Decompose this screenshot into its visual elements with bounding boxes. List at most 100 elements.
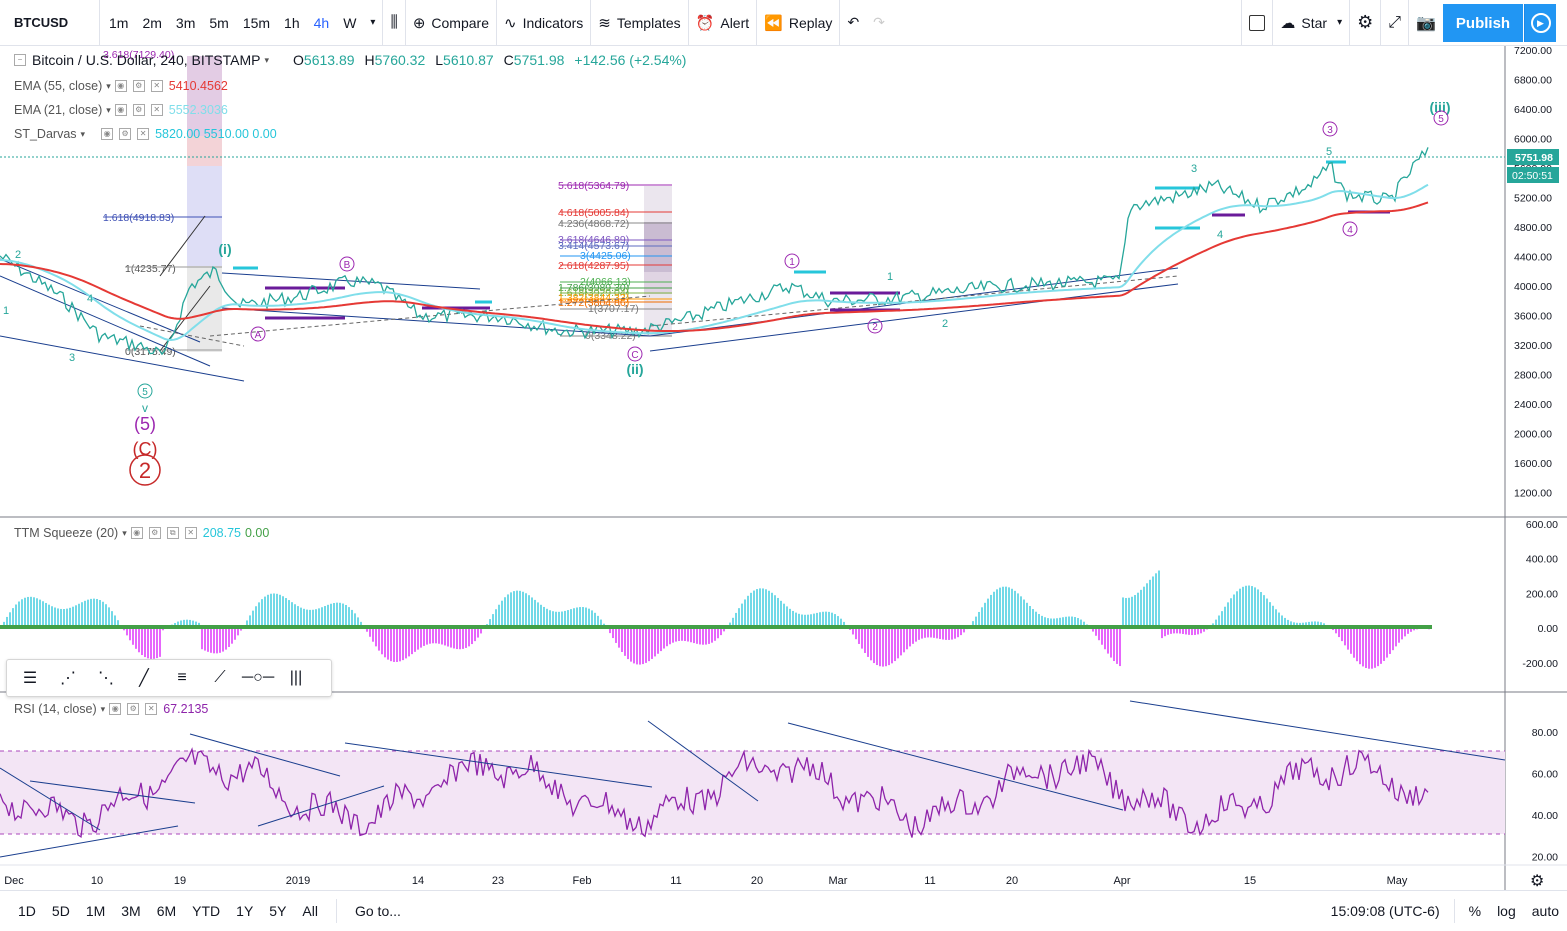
wave-label: 3	[1327, 125, 1333, 136]
price-tick-label: 7200.00	[1514, 46, 1552, 57]
publish-button[interactable]: Publish	[1443, 4, 1523, 42]
range-all[interactable]: All	[302, 903, 318, 919]
ema55-legend[interactable]: EMA (55, close) ▾ ◉ ⚙ ✕ 5410.4562	[14, 79, 228, 93]
wave-label: 2	[872, 322, 878, 333]
percent-scale-button[interactable]: %	[1468, 903, 1482, 919]
wave-label: 4	[87, 293, 93, 305]
interval-15m[interactable]: 15m	[242, 14, 271, 31]
wave-label: (C)	[133, 439, 158, 459]
wave-label: 5	[142, 387, 148, 398]
chart-style-button[interactable]: ⫼	[383, 0, 404, 46]
price-tick-label: 1600.00	[1514, 458, 1552, 470]
price-tick-label: 2800.00	[1514, 370, 1552, 382]
camera-icon: 📷	[1416, 14, 1436, 32]
fullscreen-button[interactable]: ⤢	[1381, 0, 1408, 46]
fullscreen-square-button[interactable]	[1242, 0, 1272, 46]
auto-scale-button[interactable]: auto	[1531, 903, 1559, 919]
star-button[interactable]: ☁ Star ▾	[1280, 14, 1343, 32]
wave-label: (5)	[134, 414, 156, 434]
range-1d[interactable]: 1D	[18, 903, 36, 919]
ttm-legend[interactable]: TTM Squeeze (20) ▾ ◉ ⚙ ⧉ ✕ 208.75 0.00	[14, 526, 270, 540]
chart-canvas[interactable]: 5.618(5364.79) 4.618(5005.84) 4.236(4868…	[0, 46, 1567, 890]
ray-icon[interactable]: ⟋	[214, 669, 226, 686]
rsi-axis[interactable]: 80.00 60.00 40.00 20.00	[1532, 727, 1558, 864]
redo-button[interactable]: ↷	[866, 0, 892, 46]
indicators-button[interactable]: ∿ Indicators	[504, 14, 584, 32]
candles-icon: ⫼	[390, 13, 398, 31]
rsi-legend[interactable]: RSI (14, close) ▾ ◉ ⚙ ✕ 67.2135	[14, 702, 209, 716]
gear-icon: ⚙	[1357, 12, 1374, 32]
interval-1h[interactable]: 1h	[284, 14, 300, 31]
time-tick-label: Feb	[573, 875, 592, 887]
fib-label: 3.618(7129.40)	[103, 49, 174, 61]
range-1y[interactable]: 1Y	[236, 903, 254, 919]
darvas-legend[interactable]: ST_Darvas ▾ ◉ ⚙ ✕ 5820.00 5510.00 0.00	[14, 127, 277, 141]
log-scale-button[interactable]: log	[1497, 903, 1516, 919]
ema21-legend[interactable]: EMA (21, close) ▾ ◉ ⚙ ✕ 5552.3036	[14, 103, 228, 117]
fib-tool-icon[interactable]: ☰	[22, 670, 38, 687]
interval-4h[interactable]: 4h	[313, 14, 330, 31]
ttm-axis[interactable]: 600.00 400.00 200.00 0.00 -200.00	[1522, 519, 1558, 670]
fib-extension-icon[interactable]: ≡	[177, 669, 187, 686]
wave-label: 2	[139, 458, 151, 483]
interval-2m[interactable]: 2m	[142, 14, 162, 31]
fib-label: 1.786(3989.30)	[558, 282, 629, 294]
time-axis[interactable]: Dec 10 19 2019 14 23 Feb 11 20 Mar 11 20 Apr 15 May	[4, 875, 1408, 887]
wave-label: 4	[1217, 229, 1223, 241]
interval-dropdown[interactable]: ▾	[363, 0, 382, 46]
time-tick-label: 15	[1244, 875, 1256, 887]
interval-5m[interactable]: 5m	[209, 14, 229, 31]
undo-button[interactable]: ↶	[840, 0, 866, 46]
top-toolbar: BTCUSD 1m 2m 3m 5m 15m 1h 4h W ▾ ⫼ ⊕ Comp…	[0, 0, 1567, 46]
fib-label: 1.382(3844.33)	[558, 292, 629, 304]
chevron-down-icon: ▾	[1337, 17, 1343, 28]
range-6m[interactable]: 6M	[156, 903, 177, 919]
time-tick-label: 19	[174, 875, 186, 887]
publish-dropdown-button[interactable]: ▶	[1524, 4, 1556, 42]
gear-icon[interactable]: ⚙	[1530, 873, 1544, 890]
range-1m[interactable]: 1M	[85, 903, 106, 919]
settings-button[interactable]: ⚙	[1350, 0, 1380, 46]
collapse-icon[interactable]: −	[14, 54, 26, 66]
time-tick-label: 11	[670, 875, 681, 887]
range-5y[interactable]: 5Y	[269, 903, 287, 919]
cloud-icon: ☁	[1280, 14, 1296, 32]
price-axis[interactable]: 7200.006800.006400.006000.005600.005200.…	[1514, 46, 1552, 500]
elliott-impulse-icon[interactable]: ⋰	[60, 670, 76, 687]
range-5d[interactable]: 5D	[51, 903, 70, 919]
chevron-down-icon: ▾	[264, 54, 270, 65]
symbol-search[interactable]: BTCUSD	[0, 0, 100, 46]
replay-button[interactable]: ⏪ Replay	[764, 14, 833, 32]
interval-1m[interactable]: 1m	[109, 14, 129, 31]
goto-button[interactable]: Go to...	[354, 903, 401, 919]
indicators-icon: ∿	[504, 14, 517, 32]
chevron-down-icon: ▾	[370, 17, 376, 28]
interval-3m[interactable]: 3m	[175, 14, 196, 31]
range-ytd[interactable]: YTD	[192, 903, 221, 919]
horizontal-line-icon[interactable]: ─○─	[241, 669, 275, 686]
range-3m[interactable]: 3M	[121, 903, 141, 919]
alert-button[interactable]: ⏰ Alert	[695, 14, 750, 32]
trend-line-icon[interactable]: ╱	[139, 670, 149, 687]
templates-button[interactable]: ≋ Templates	[598, 14, 681, 32]
interval-w[interactable]: W	[343, 14, 357, 31]
fib-label: 1.272(3804.86)	[558, 297, 629, 309]
alarm-clock-icon: ⏰	[695, 14, 715, 32]
price-tick-label: 2400.00	[1514, 399, 1552, 411]
ttm-tick-label: 0.00	[1538, 623, 1559, 635]
compare-button[interactable]: ⊕ Compare	[412, 14, 489, 32]
wave-label: 5	[1326, 146, 1332, 158]
wave-label: 1	[887, 271, 893, 283]
rsi-tick-label: 40.00	[1532, 810, 1558, 822]
time-tick-label: 14	[412, 875, 424, 887]
snapshot-button[interactable]: 📷	[1409, 0, 1443, 46]
price-tick-label: 5200.00	[1514, 193, 1552, 205]
wave-label: (iii)	[1430, 99, 1451, 115]
elliott-correction-icon[interactable]: ⋱	[98, 670, 114, 687]
price-tick-label: 6000.00	[1514, 134, 1552, 146]
barcode-icon[interactable]: |||	[289, 669, 303, 686]
rewind-icon: ⏪	[764, 14, 783, 32]
wave-label: v	[142, 401, 148, 415]
ttm-tick-label: 400.00	[1526, 554, 1558, 566]
clock[interactable]: 15:09:08 (UTC-6)	[1330, 903, 1440, 919]
